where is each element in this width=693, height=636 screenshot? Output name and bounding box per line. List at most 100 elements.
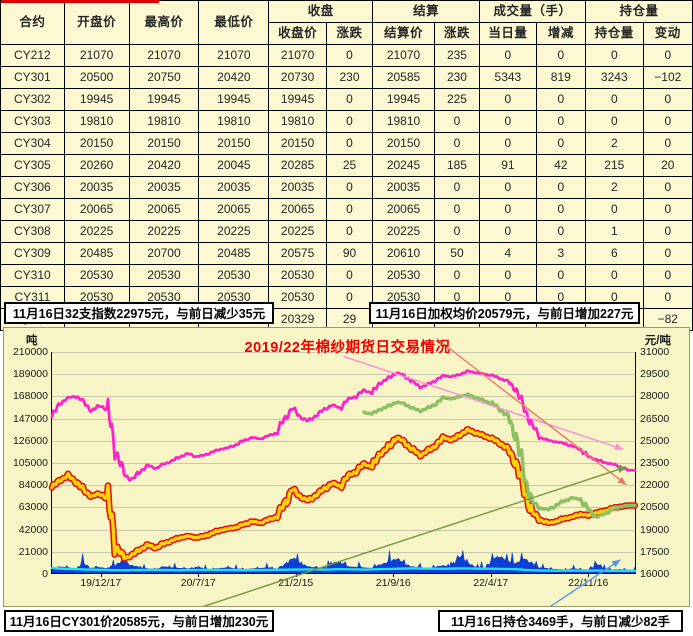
cell-settle: 19945 (372, 88, 435, 111)
y-tick-right: 16000 (640, 568, 670, 580)
cell-open: 20500 (63, 66, 130, 89)
cell-close-chg: 0 (325, 176, 374, 199)
table-row: CY212 21070 21070 21070 21070 0 21070 235 0 0 0 0 (0, 44, 693, 67)
cell-close: 20575 (268, 242, 327, 265)
cell-volume: 0 (479, 220, 537, 243)
cell-oi: 0 (585, 88, 644, 111)
gridline (52, 529, 635, 531)
cell-volume: 0 (479, 198, 537, 221)
trendline-downtrend-red (436, 338, 627, 486)
cell-high: 20750 (128, 66, 200, 89)
table-header: 合约 开盘价 最高价 最低价 收盘 结算 成交量（手） 持仓量 收盘价 涨跌 结… (0, 0, 693, 45)
cell-close-chg: 25 (325, 154, 374, 177)
cell-open: 20530 (63, 264, 130, 287)
trendline-downtrend-pink (343, 355, 624, 450)
cell-open: 20065 (63, 198, 130, 221)
table-row: CY309 20485 20700 20485 20575 90 20610 50 4 3 6 0 (0, 242, 693, 265)
cell-volume-chg: 0 (535, 44, 587, 67)
cell-volume-chg: 819 (535, 66, 587, 89)
cell-contract: CY303 (0, 110, 65, 133)
cell-volume-chg: 0 (535, 110, 587, 133)
group-close: 收盘 (268, 0, 374, 23)
cell-volume-chg: 42 (535, 154, 587, 177)
cell-settle-chg: 185 (433, 154, 481, 177)
cell-oi-chg: 0 (642, 286, 693, 309)
cell-high: 20150 (128, 132, 200, 155)
cell-close: 20530 (268, 286, 327, 309)
cell-contract: CY302 (0, 88, 65, 111)
cell-close: 20065 (268, 198, 327, 221)
cell-settle: 19810 (372, 110, 435, 133)
cell-volume: 0 (479, 88, 537, 111)
y-tick-right: 28000 (640, 390, 670, 403)
col-contract: 合约 (0, 0, 65, 45)
cell-open: 20150 (63, 132, 130, 155)
cell-oi-chg: 0 (642, 198, 693, 221)
cell-oi: 3243 (585, 66, 644, 89)
cell-close: 20035 (268, 176, 327, 199)
x-tick-mark (295, 573, 297, 577)
cell-close: 20150 (268, 132, 327, 155)
cell-high: 19945 (128, 88, 200, 111)
y-axis-left-unit: 吨 (26, 335, 38, 347)
cell-oi: 0 (585, 264, 644, 287)
cell-oi: 215 (585, 154, 644, 177)
cell-close: 20530 (268, 264, 327, 287)
gridline (52, 418, 635, 420)
cell-high: 20420 (128, 154, 200, 177)
col-low: 最低价 (198, 0, 270, 45)
cell-settle: 20610 (372, 242, 435, 265)
cell-high: 20035 (128, 176, 200, 199)
y-tick-right: 23500 (640, 457, 670, 469)
x-tick-label: 21/9/16 (375, 577, 411, 589)
col-high: 最高价 (128, 0, 200, 45)
cell-close: 19945 (268, 88, 327, 111)
cell-settle: 20065 (372, 198, 435, 221)
cell-oi-chg: 0 (642, 220, 693, 243)
y-tick-left: 0 (42, 568, 48, 580)
cell-low: 20035 (198, 176, 270, 199)
cell-volume-chg: 0 (535, 88, 587, 111)
cell-open: 19810 (63, 110, 130, 133)
series-index-32 (50, 369, 637, 482)
futures-data-table: 合约 开盘价 最高价 最低价 收盘 结算 成交量（手） 持仓量 收盘价 涨跌 结… (0, 0, 693, 331)
y-tick-right: 20500 (640, 501, 670, 514)
cell-high: 21070 (128, 44, 200, 67)
cell-oi: 0 (585, 44, 644, 67)
cell-oi: 6 (585, 242, 644, 265)
y-tick-right: 31000 (640, 346, 670, 358)
x-tick-label: 22/4/17 (473, 577, 509, 589)
cell-settle: 20035 (372, 176, 435, 199)
trendline-arrow-uptrend-green (617, 466, 627, 473)
cell-settle-chg: 0 (433, 176, 481, 199)
cell-settle-chg: 0 (433, 110, 481, 133)
table-row: CY307 20065 20065 20065 20065 0 20065 0 0 0 0 0 (0, 198, 693, 221)
cell-oi-chg: 0 (642, 176, 693, 199)
y-tick-left: 21000 (18, 545, 48, 558)
cell-open: 20225 (63, 220, 130, 243)
cell-settle: 20530 (372, 264, 435, 287)
y-tick-left: 189000 (12, 368, 48, 381)
cell-oi-chg: 0 (642, 88, 693, 111)
group-volume: 成交量（手） (479, 0, 586, 23)
cell-settle: 20225 (372, 220, 435, 243)
cell-volume: 0 (479, 132, 537, 155)
futures-chart-panel: 2019/22年棉纱期货日交易情况 吨 元/吨 210000 189000 1680… (3, 327, 690, 607)
futures-data-table-panel: 合约 开盘价 最高价 最低价 收盘 结算 成交量（手） 持仓量 收盘价 涨跌 结… (0, 0, 693, 331)
chart-plot-area: 210000 189000 168000 147000 126000 105000 8400… (13, 338, 669, 606)
cell-close-chg: 0 (325, 220, 374, 243)
col-open: 开盘价 (63, 0, 130, 45)
cell-close-chg: 90 (325, 242, 374, 265)
cell-contract: CY309 (0, 242, 65, 265)
cell-oi-chg: 0 (642, 132, 693, 155)
cell-close-chg: 0 (325, 110, 374, 133)
series-cy301 (362, 392, 637, 519)
cell-oi: 1 (585, 220, 644, 243)
red-accent-bar (1, 0, 159, 3)
col-settle-price: 结算价 (372, 22, 435, 45)
gridline (52, 352, 635, 353)
x-tick-mark (588, 573, 590, 577)
cell-volume-chg: 0 (535, 198, 587, 221)
cell-contract: CY307 (0, 198, 65, 221)
